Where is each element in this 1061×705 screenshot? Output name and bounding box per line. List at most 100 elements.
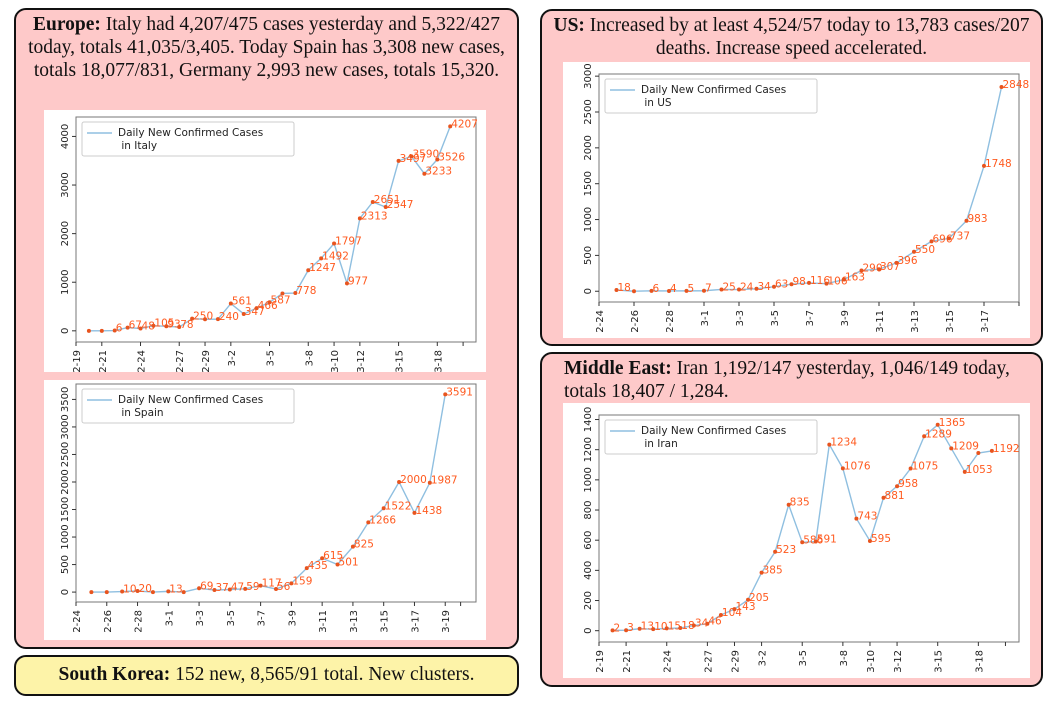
data-point xyxy=(243,586,248,591)
data-label: 977 xyxy=(348,275,368,287)
series-line xyxy=(616,86,1003,292)
data-label: 1289 xyxy=(925,428,952,440)
x-tick-label: 2-27 xyxy=(703,650,714,673)
data-point xyxy=(859,268,864,273)
x-tick-label: 3-7 xyxy=(257,610,268,626)
data-point xyxy=(867,538,872,543)
data-label: 3591 xyxy=(446,386,473,398)
data-label: 2651 xyxy=(374,194,401,206)
x-tick-label: 2-26 xyxy=(103,610,114,633)
data-point xyxy=(120,589,125,594)
x-tick-label: 2-28 xyxy=(665,310,676,333)
data-label: 48 xyxy=(142,320,155,332)
data-point xyxy=(332,241,337,246)
data-point xyxy=(335,562,340,567)
data-label: 396 xyxy=(898,255,918,267)
data-point xyxy=(894,260,899,265)
x-tick-label: 3-5 xyxy=(798,650,809,666)
spain-chart-svg: 0 500 1000 1500 2000 2500 3000 3500 2-24 2-26 2-28… xyxy=(60,383,477,633)
data-label: 63 xyxy=(775,279,788,291)
data-point xyxy=(922,434,927,439)
data-point xyxy=(947,236,951,241)
data-label: 3497 xyxy=(400,153,427,165)
legend: Daily New Confirmed Cases in Iran xyxy=(604,419,818,455)
y-tick-label: 1400 xyxy=(583,407,594,432)
legend-label: Daily New Confirmed Cases xyxy=(641,84,786,96)
x-tick-label: 3-12 xyxy=(893,650,904,673)
middle-east-text: Iran 1,192/147 yesterday, 1,046/149 toda… xyxy=(564,358,1010,402)
data-point xyxy=(786,502,791,507)
data-label: 104 xyxy=(722,607,742,619)
y-tick-label: 3000 xyxy=(60,414,71,439)
italy-chart-svg: 0 1000 2000 3000 4000 2-19 2-21 2-24 2-27 2-29 3-2… xyxy=(60,116,478,373)
data-point xyxy=(228,301,233,306)
data-label: 15 xyxy=(668,620,681,632)
data-point xyxy=(397,479,402,484)
data-label: 881 xyxy=(885,490,905,502)
data-label: 587 xyxy=(271,294,291,306)
data-point xyxy=(962,469,967,474)
data-point xyxy=(319,256,324,261)
data-label: 1987 xyxy=(431,475,458,487)
x-tick-label: 3-18 xyxy=(974,650,985,673)
x-tick-label: 2-24 xyxy=(72,610,83,633)
data-point xyxy=(177,325,182,330)
x-tick-label: 3-17 xyxy=(410,610,421,633)
data-label: 10 xyxy=(123,584,136,596)
data-point xyxy=(190,316,195,321)
data-label: 523 xyxy=(776,544,796,556)
data-point xyxy=(746,597,751,602)
x-tick-label: 3-5 xyxy=(266,350,277,366)
data-label: 18 xyxy=(681,620,694,632)
y-tick-label: 3000 xyxy=(583,63,594,88)
data-point xyxy=(840,466,845,471)
data-label: 34 xyxy=(695,618,709,630)
y-tick-label: 600 xyxy=(583,531,594,550)
data-label: 3526 xyxy=(438,151,465,163)
data-point xyxy=(949,446,954,451)
data-point xyxy=(614,287,619,292)
data-label: 1266 xyxy=(369,514,396,526)
data-point xyxy=(807,280,811,285)
iran-chart: 0 200 400 600 800 1000 1200 1400 2-19 2-21 2-24 2-2… xyxy=(563,403,1030,678)
data-label: 10 xyxy=(654,621,667,633)
x-tick-label: 2-29 xyxy=(201,350,212,372)
middle-east-summary: Middle East: Iran 1,192/147 yesterday, 1… xyxy=(542,354,1041,403)
data-point xyxy=(982,163,986,168)
legend-box xyxy=(604,419,818,455)
data-point xyxy=(443,392,448,397)
data-label: 13 xyxy=(169,583,182,595)
data-label: 958 xyxy=(898,478,918,490)
y-tick-label: 0 xyxy=(60,589,71,595)
y-tick-label: 500 xyxy=(60,555,71,574)
data-label: 501 xyxy=(339,557,359,569)
data-point xyxy=(350,544,355,549)
data-point xyxy=(800,540,805,545)
europe-summary: Europe: Italy had 4,207/475 cases yester… xyxy=(16,10,517,82)
data-point xyxy=(306,268,311,273)
x-tick-label: 3-15 xyxy=(395,350,406,372)
data-label: 18 xyxy=(618,282,631,294)
data-label: 290 xyxy=(863,262,883,274)
data-label: 1365 xyxy=(939,417,966,429)
plot-frame xyxy=(75,116,477,343)
data-point xyxy=(357,216,362,221)
data-label: 78 xyxy=(180,319,193,331)
data-label: 7 xyxy=(705,283,712,295)
data-label: 46 xyxy=(708,616,722,628)
y-tick-label: 1000 xyxy=(583,467,594,492)
x-tick-label: 2-19 xyxy=(72,350,83,372)
data-label: 3590 xyxy=(412,148,439,160)
y-tick-label: 3500 xyxy=(60,387,71,412)
x-tick-label: 2-21 xyxy=(622,650,633,673)
data-point xyxy=(293,291,298,296)
data-point xyxy=(667,288,671,293)
legend-box xyxy=(81,388,295,424)
x-tick-label: 3-5 xyxy=(770,310,781,326)
data-point xyxy=(718,613,723,618)
x-tick-label: 3-19 xyxy=(441,610,452,633)
data-point xyxy=(289,581,294,586)
data-point xyxy=(366,520,371,525)
x-tick-label: 3-10 xyxy=(330,350,341,372)
y-tick-label: 0 xyxy=(583,288,594,294)
